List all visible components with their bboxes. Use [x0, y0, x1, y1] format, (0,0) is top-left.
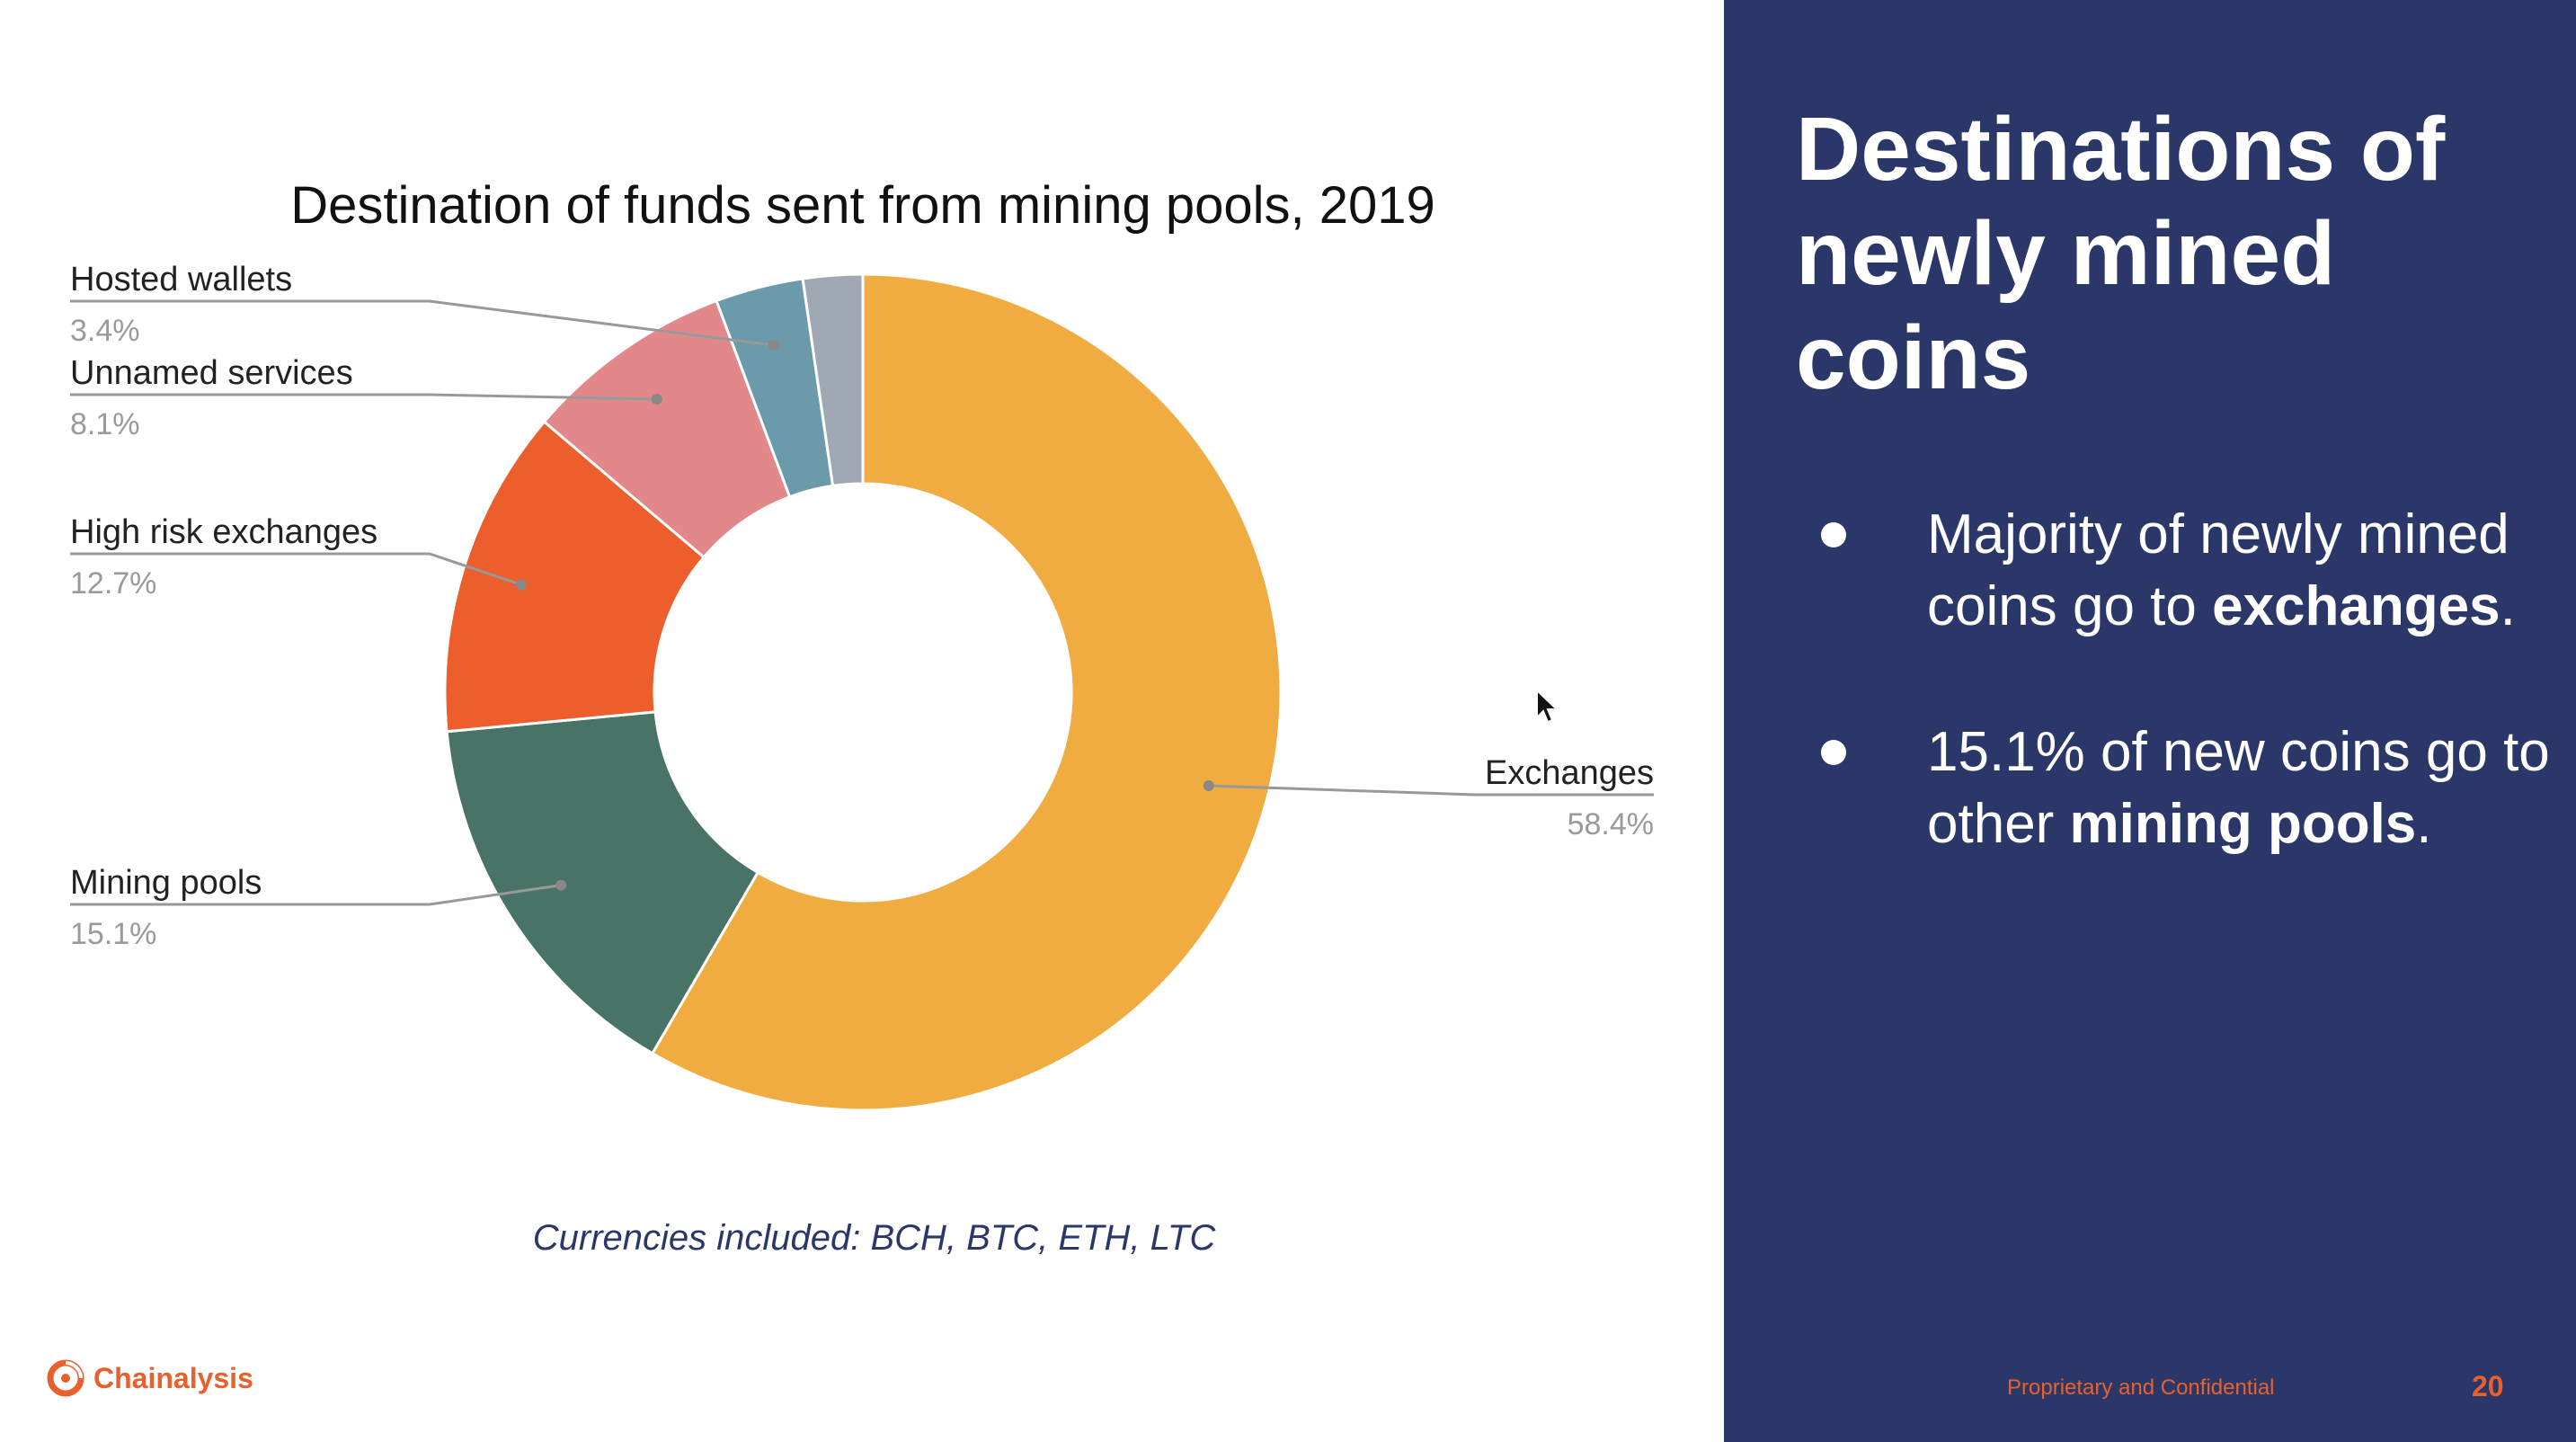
currencies-caption: Currencies included: BCH, BTC, ETH, LTC	[532, 1218, 1216, 1258]
label-leader-line	[70, 552, 522, 586]
chart-area	[0, 0, 1724, 1442]
chainalysis-logo-icon	[47, 1359, 84, 1397]
slice-label: Hosted wallets	[70, 261, 292, 298]
label-anchor-dot	[768, 340, 779, 352]
bullet-item: Majority of newly mined coins go to exch…	[1796, 499, 2551, 643]
donut-slice	[443, 420, 706, 734]
label-leader-line	[70, 393, 657, 401]
summary-panel: Destinations of newly mined coins Majori…	[1724, 0, 2576, 1442]
label-leader-line	[1208, 784, 1654, 797]
slices-group	[443, 272, 1283, 1112]
bullet-text-pre: 15.1% of new coins go to other	[1927, 721, 2550, 855]
bullet-dot-icon	[1821, 740, 1846, 765]
donut-chart: Destination of funds sent from mining po…	[70, 176, 1654, 1112]
chart-title: Destination of funds sent from mining po…	[290, 176, 1435, 235]
confidential-footer: Proprietary and Confidential	[2007, 1375, 2275, 1400]
donut-slice	[801, 272, 865, 488]
bullet-text-bold: mining pools	[2069, 793, 2417, 855]
panel-title: Destinations of newly mined coins	[1796, 99, 2446, 408]
donut-slice	[445, 710, 760, 1055]
brand-logo: Chainalysis	[47, 1359, 253, 1397]
label-leader-line	[70, 299, 775, 347]
label-anchor-dot	[515, 579, 527, 591]
label-anchor-dot	[651, 393, 662, 405]
labels-group: Exchanges 58.4% Mining pools 15.1% High risk…	[70, 261, 1654, 951]
bullet-text-bold: exchanges	[2212, 575, 2500, 637]
slice-value-label: 15.1%	[70, 917, 156, 951]
slice-label: Exchanges	[1485, 754, 1654, 792]
bullet-text-post: .	[2416, 793, 2432, 855]
bullet-text-pre: Majority of newly mined coins go to	[1927, 503, 2509, 637]
slice-value-label: 12.7%	[70, 566, 156, 601]
label-leader-line	[70, 884, 562, 906]
slice-label: Mining pools	[70, 864, 262, 902]
slice-value-label: 8.1%	[70, 407, 140, 441]
donut-slice	[650, 272, 1283, 1112]
brand-name: Chainalysis	[93, 1361, 253, 1394]
bullet-item: 15.1% of new coins go to other mining po…	[1796, 717, 2551, 860]
mouse-cursor-icon	[1536, 689, 1559, 724]
label-anchor-dot	[555, 879, 567, 891]
bullet-dot-icon	[1821, 522, 1846, 547]
page-number: 20	[2472, 1370, 2504, 1402]
slice-label: High risk exchanges	[70, 513, 378, 551]
slice-value-label: 3.4%	[70, 314, 140, 348]
slice-label: Unnamed services	[70, 354, 353, 392]
bullet-text-post: .	[2500, 575, 2516, 637]
slice-value-label: 58.4%	[1568, 807, 1654, 841]
label-anchor-dot	[1203, 779, 1214, 791]
bullet-list: Majority of newly mined coins go to exch…	[1796, 499, 2551, 934]
